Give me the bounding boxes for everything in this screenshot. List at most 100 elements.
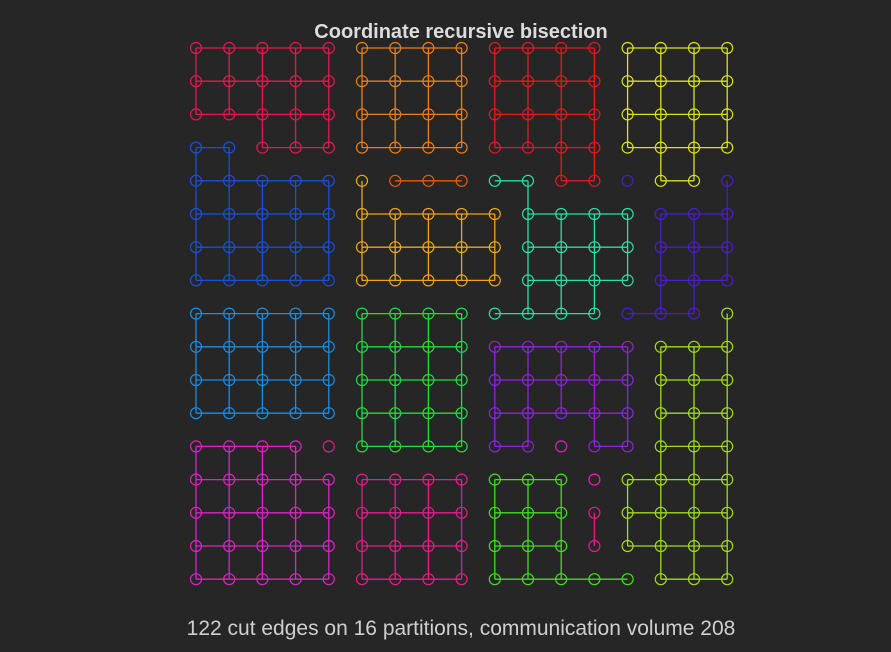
grid-node bbox=[322, 539, 335, 553]
grid-node bbox=[422, 340, 435, 353]
grid-node bbox=[322, 274, 335, 287]
grid-node bbox=[521, 141, 535, 154]
grid-node bbox=[687, 141, 701, 154]
grid-node bbox=[223, 141, 236, 154]
grid-nodes bbox=[189, 41, 734, 586]
grid-node bbox=[687, 207, 701, 221]
grid-node bbox=[455, 274, 468, 287]
grid-node bbox=[654, 573, 667, 586]
grid-node bbox=[455, 506, 468, 519]
grid-node bbox=[422, 473, 435, 486]
grid-node bbox=[256, 307, 269, 320]
grid-node bbox=[654, 473, 667, 486]
grid-node bbox=[189, 373, 203, 387]
grid-node bbox=[721, 473, 734, 486]
grid-node bbox=[223, 174, 236, 187]
grid-node bbox=[422, 407, 435, 420]
grid-node bbox=[621, 473, 634, 486]
grid-node bbox=[521, 440, 535, 453]
grid-node bbox=[521, 207, 535, 221]
grid-node bbox=[654, 207, 667, 221]
grid-node bbox=[422, 141, 435, 154]
grid-node bbox=[322, 440, 335, 453]
grid-node bbox=[488, 539, 501, 553]
grid-node bbox=[256, 340, 269, 353]
grid-node bbox=[189, 539, 203, 553]
grid-node bbox=[355, 340, 369, 353]
grid-node bbox=[555, 108, 568, 121]
grid-node bbox=[289, 174, 302, 187]
grid-node bbox=[189, 573, 203, 586]
grid-node bbox=[455, 174, 468, 187]
grid-node bbox=[289, 75, 302, 88]
grid-node bbox=[322, 340, 335, 353]
grid-node bbox=[687, 473, 701, 486]
grid-node bbox=[721, 573, 734, 586]
grid-node bbox=[389, 473, 402, 486]
grid-node bbox=[621, 108, 634, 121]
grid-node bbox=[621, 241, 634, 254]
grid-node bbox=[455, 41, 468, 55]
grid-node bbox=[189, 241, 203, 254]
grid-node bbox=[289, 440, 302, 453]
grid-node bbox=[654, 373, 667, 387]
grid-node bbox=[189, 340, 203, 353]
grid-node bbox=[389, 307, 402, 320]
grid-node bbox=[654, 340, 667, 353]
grid-node bbox=[322, 373, 335, 387]
grid-node bbox=[322, 473, 335, 486]
grid-node bbox=[455, 241, 468, 254]
grid-node bbox=[389, 506, 402, 519]
grid-node bbox=[687, 75, 701, 88]
grid-node bbox=[588, 407, 601, 420]
grid-node bbox=[687, 440, 701, 453]
grid-node bbox=[355, 241, 369, 254]
grid-node bbox=[588, 473, 601, 486]
grid-node bbox=[256, 373, 269, 387]
grid-node bbox=[588, 307, 601, 320]
grid-node bbox=[521, 539, 535, 553]
grid-node bbox=[555, 207, 568, 221]
grid-node bbox=[455, 340, 468, 353]
grid-node bbox=[654, 440, 667, 453]
grid-node bbox=[654, 141, 667, 154]
grid-node bbox=[588, 41, 601, 55]
grid-node bbox=[654, 274, 667, 287]
grid-node bbox=[455, 440, 468, 453]
chart-title: Coordinate recursive bisection bbox=[314, 21, 608, 43]
grid-node bbox=[721, 539, 734, 553]
grid-node bbox=[455, 207, 468, 221]
grid-node bbox=[223, 41, 236, 55]
grid-node bbox=[322, 174, 335, 187]
grid-node bbox=[488, 307, 501, 320]
grid-node bbox=[555, 274, 568, 287]
grid-node bbox=[555, 573, 568, 586]
grid-node bbox=[389, 407, 402, 420]
grid-node bbox=[721, 174, 734, 187]
grid-node bbox=[256, 274, 269, 287]
grid-node bbox=[422, 75, 435, 88]
grid-node bbox=[256, 141, 269, 154]
grid-node bbox=[488, 174, 501, 187]
grid-node bbox=[488, 440, 501, 453]
grid-node bbox=[488, 241, 501, 254]
grid-node bbox=[223, 207, 236, 221]
grid-node bbox=[389, 108, 402, 121]
grid-node bbox=[256, 41, 269, 55]
grid-node bbox=[621, 174, 634, 187]
grid-node bbox=[721, 108, 734, 121]
grid-node bbox=[521, 274, 535, 287]
grid-node bbox=[721, 207, 734, 221]
grid-node bbox=[189, 307, 203, 320]
grid-node bbox=[289, 274, 302, 287]
grid-node bbox=[521, 573, 535, 586]
grid-node bbox=[521, 41, 535, 55]
grid-node bbox=[721, 340, 734, 353]
grid-node bbox=[654, 75, 667, 88]
grid-node bbox=[687, 174, 701, 187]
grid-node bbox=[422, 440, 435, 453]
grid-node bbox=[355, 174, 369, 187]
grid-node bbox=[455, 108, 468, 121]
grid-node bbox=[256, 75, 269, 88]
grid-node bbox=[588, 340, 601, 353]
